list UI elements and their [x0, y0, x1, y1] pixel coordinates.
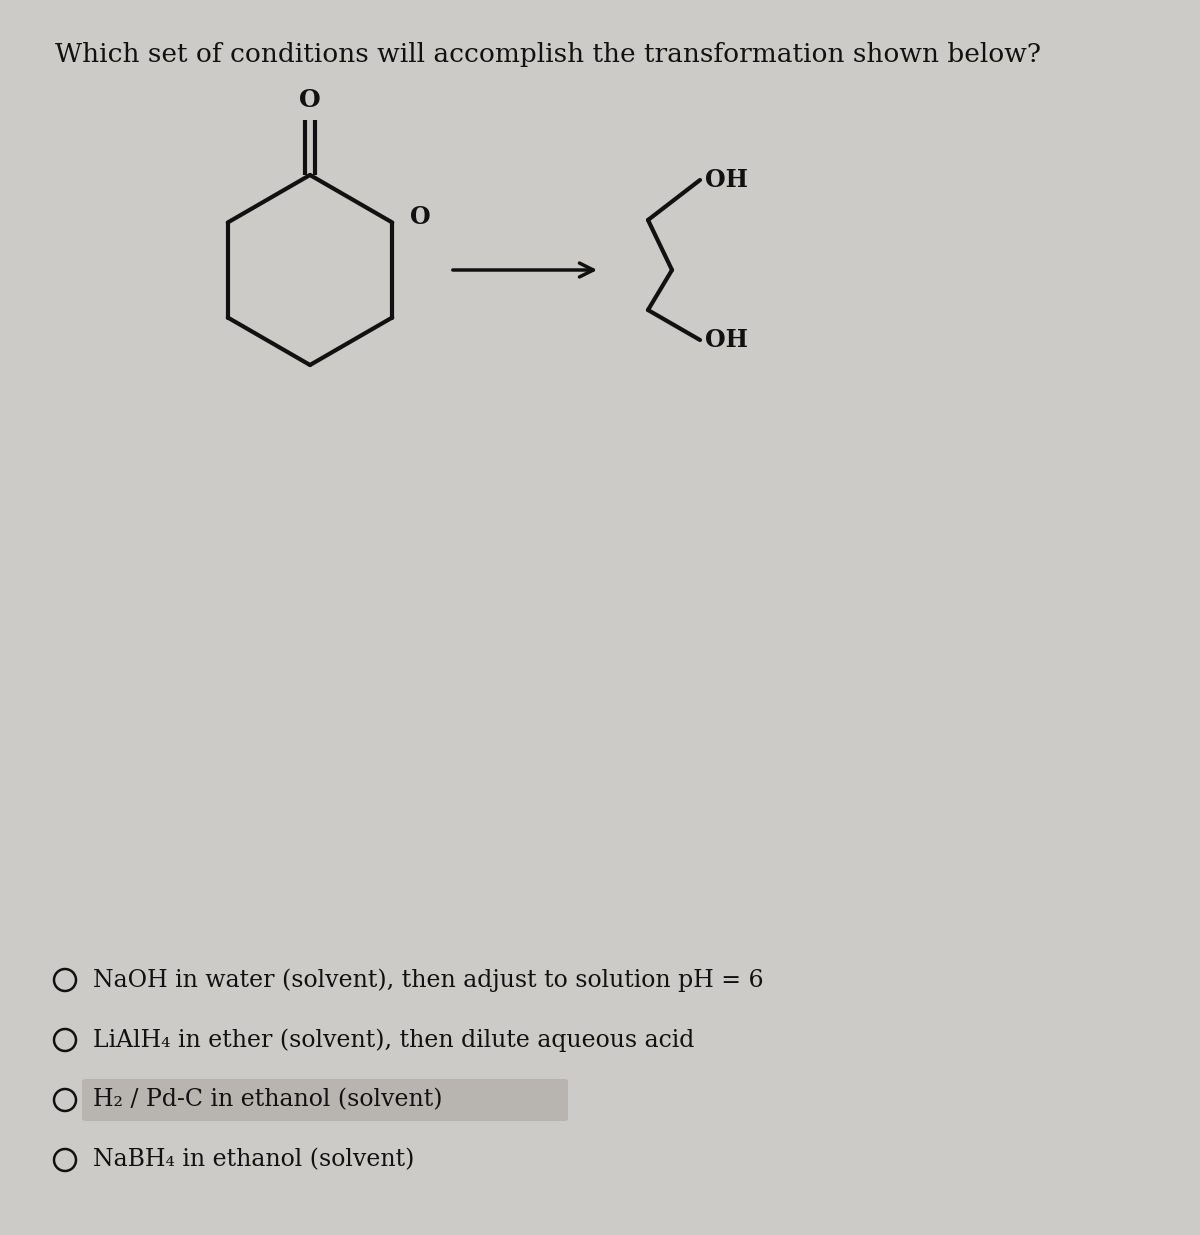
Text: O: O [410, 205, 431, 230]
Text: O: O [299, 88, 320, 112]
Text: NaOH in water (solvent), then adjust to solution pH = 6: NaOH in water (solvent), then adjust to … [94, 968, 763, 992]
FancyBboxPatch shape [82, 1079, 568, 1121]
Text: OH: OH [706, 168, 748, 191]
Text: LiAlH₄ in ether (solvent), then dilute aqueous acid: LiAlH₄ in ether (solvent), then dilute a… [94, 1029, 695, 1052]
Text: NaBH₄ in ethanol (solvent): NaBH₄ in ethanol (solvent) [94, 1149, 414, 1172]
Text: OH: OH [706, 329, 748, 352]
Text: Which set of conditions will accomplish the transformation shown below?: Which set of conditions will accomplish … [55, 42, 1042, 67]
Text: H₂ / Pd-C in ethanol (solvent): H₂ / Pd-C in ethanol (solvent) [94, 1088, 443, 1112]
